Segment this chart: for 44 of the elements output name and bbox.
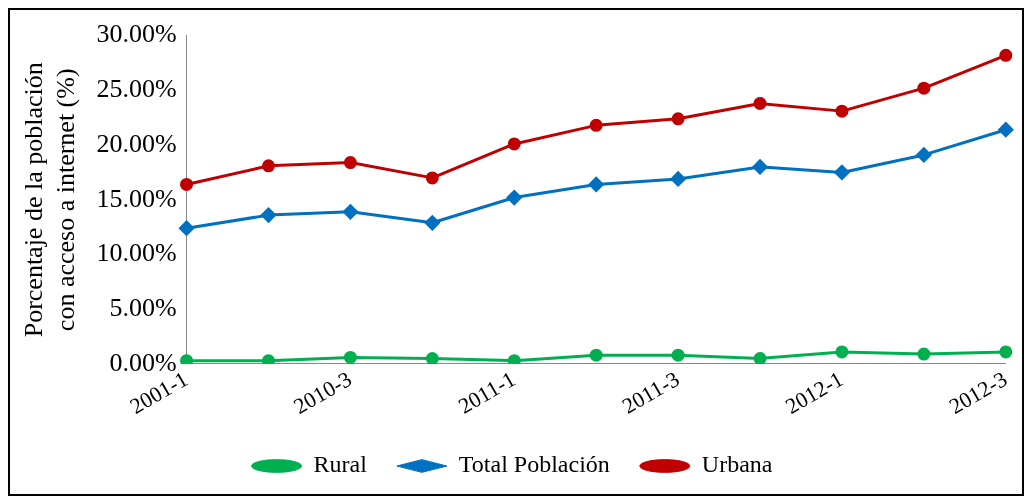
point (261, 159, 275, 173)
point (589, 118, 603, 132)
point (916, 147, 932, 163)
point (507, 354, 521, 364)
point (917, 81, 931, 95)
point (588, 176, 604, 192)
y-tick-label: 0.00% (109, 347, 177, 377)
point (343, 350, 357, 364)
point (999, 345, 1013, 359)
y-tick-label: 20.00% (96, 128, 177, 158)
point (179, 220, 195, 236)
point (425, 352, 439, 364)
y-tick-label: 30.00% (96, 19, 177, 49)
point (424, 215, 440, 231)
point (342, 204, 358, 220)
point (343, 156, 357, 170)
y-axis-title: Porcentaje de la población con acceso a internet (%) (19, 62, 80, 338)
y-tick-label: 25.00% (96, 74, 177, 104)
point (752, 159, 768, 175)
point (670, 171, 686, 187)
point (753, 96, 767, 110)
point (425, 171, 439, 185)
legend-label: Total Población (458, 451, 610, 478)
point (834, 164, 850, 180)
point (998, 122, 1014, 138)
y-tick-label: 15.00% (96, 183, 177, 213)
point (917, 347, 931, 361)
point (835, 345, 849, 359)
point (180, 354, 194, 364)
point (753, 352, 767, 364)
y-tick-label: 5.00% (109, 293, 177, 323)
legend-label: Rural (313, 451, 368, 478)
point (260, 207, 276, 223)
point (671, 348, 685, 362)
point (180, 177, 194, 191)
point (506, 190, 522, 206)
y-tick-label: 10.00% (96, 238, 177, 268)
point (507, 137, 521, 151)
point (261, 354, 275, 364)
point (589, 348, 603, 362)
point (671, 112, 685, 126)
point (835, 104, 849, 118)
point (999, 48, 1013, 62)
legend-label: Urbana (701, 451, 773, 478)
